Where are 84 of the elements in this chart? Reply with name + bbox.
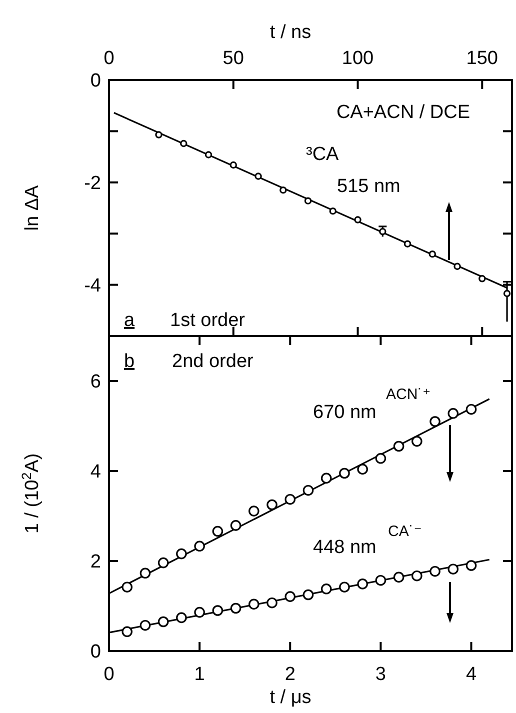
point <box>194 606 205 618</box>
x-tick-label: 0 <box>104 664 114 686</box>
point <box>448 564 459 574</box>
point <box>430 566 440 577</box>
point <box>176 612 187 624</box>
y-tick-label: 0 <box>90 642 101 663</box>
annotation: CA+ACN / DCE <box>336 102 470 123</box>
point <box>454 262 461 270</box>
point <box>503 290 511 298</box>
point <box>254 172 262 180</box>
y-tick-label: 0 <box>90 70 101 92</box>
point <box>354 216 362 224</box>
series-label: ACN˙⁺ <box>386 386 431 403</box>
annotation: 2nd order <box>172 351 254 372</box>
point <box>266 499 278 510</box>
point <box>302 589 314 600</box>
point <box>212 526 224 537</box>
point <box>230 520 242 531</box>
annotation: 670 nm <box>313 402 376 423</box>
x-tick-label: 150 <box>466 48 498 70</box>
point <box>248 506 260 516</box>
series-label: ³CA <box>306 144 340 165</box>
point <box>448 408 459 419</box>
point <box>284 591 296 602</box>
point <box>375 453 386 464</box>
point <box>284 494 296 505</box>
point <box>266 597 278 608</box>
x-tick-label: 4 <box>466 664 477 686</box>
point <box>158 616 169 628</box>
point <box>155 131 162 138</box>
point <box>230 161 237 169</box>
x-tick-label: 3 <box>375 664 386 686</box>
point <box>393 572 404 583</box>
point <box>212 605 224 616</box>
point <box>478 275 486 282</box>
y-tick-label: 4 <box>90 462 102 483</box>
point <box>302 484 314 496</box>
x-tick-label: 1 <box>194 664 205 686</box>
point <box>339 468 350 479</box>
x-axis-title: t / ns <box>270 22 312 43</box>
x-tick-label: 2 <box>284 664 296 686</box>
x-tick-label: 100 <box>342 48 374 70</box>
y-axis-title: ln ΔA <box>22 184 43 231</box>
point <box>404 240 412 248</box>
point <box>430 416 440 427</box>
point <box>393 440 404 452</box>
point <box>320 472 332 484</box>
point <box>122 626 133 638</box>
point <box>357 464 368 475</box>
annotation: 448 nm <box>313 537 376 558</box>
point <box>339 582 350 592</box>
point <box>280 186 287 194</box>
x-tick-label: 0 <box>104 48 114 70</box>
point <box>158 557 169 568</box>
point <box>204 151 212 158</box>
point <box>248 598 260 610</box>
point <box>375 574 386 586</box>
annotation: a <box>124 310 135 331</box>
point <box>466 404 477 415</box>
y-tick-label: -2 <box>84 173 101 194</box>
point <box>466 560 477 571</box>
annotation: 1st order <box>170 310 246 331</box>
y-tick-label: 2 <box>90 552 101 573</box>
point <box>304 197 312 204</box>
x-axis-title: t / μs <box>270 687 312 708</box>
annotation: b <box>124 351 135 372</box>
point <box>412 570 422 582</box>
point <box>180 140 188 148</box>
annotation: 515 nm <box>337 176 400 197</box>
point <box>140 620 151 631</box>
point <box>230 602 242 614</box>
point <box>140 568 151 579</box>
series-label: CA˙⁻ <box>388 523 422 540</box>
point <box>194 540 205 552</box>
y-tick-label: 6 <box>90 372 101 393</box>
y-tick-label: -4 <box>84 275 102 296</box>
point <box>122 582 133 592</box>
x-tick-label: 50 <box>222 48 244 70</box>
point <box>329 207 336 215</box>
point <box>176 548 187 560</box>
point <box>412 436 422 447</box>
point <box>357 578 368 590</box>
point <box>428 250 436 258</box>
point <box>320 584 332 594</box>
